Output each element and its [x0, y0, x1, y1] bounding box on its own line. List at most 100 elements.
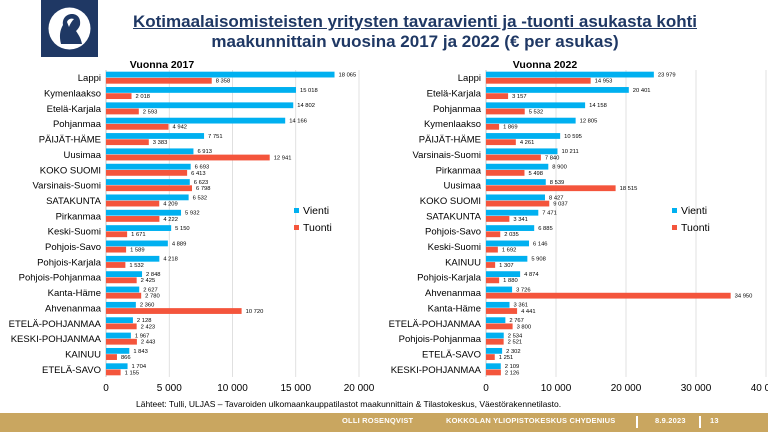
data-label-vienti: 12 805 [580, 119, 598, 125]
data-label-vienti: 6 623 [194, 180, 209, 186]
category-label: Ahvenanmaa [45, 303, 102, 314]
data-label-vienti: 4 218 [163, 257, 178, 263]
bar-vienti [106, 71, 335, 78]
bar-tuonti [486, 108, 525, 115]
data-label-tuonti: 34 950 [735, 294, 753, 300]
data-label-tuonti: 1 589 [130, 248, 145, 254]
bar-tuonti [106, 169, 188, 176]
bar-vienti [486, 225, 535, 231]
data-label-tuonti: 2 593 [143, 109, 158, 115]
bar-vienti [106, 271, 143, 278]
bar-tuonti [486, 369, 501, 376]
bar-vienti [486, 133, 561, 139]
data-label-tuonti: 1 251 [499, 355, 514, 361]
data-label-tuonti: 1 307 [499, 263, 514, 269]
data-label-vienti: 8 539 [550, 180, 565, 186]
x-tick-label: 40 000 [751, 383, 768, 394]
bar-tuonti [106, 308, 242, 314]
bar-tuonti [486, 123, 500, 130]
bar-tuonti [486, 139, 516, 146]
data-label-tuonti: 2 423 [141, 324, 156, 330]
category-label: KESKI-POHJANMAA [391, 365, 482, 376]
bar-vienti [486, 363, 501, 370]
data-label-vienti: 14 802 [297, 103, 315, 109]
bar-tuonti [486, 169, 525, 176]
data-label-vienti: 1 967 [135, 333, 150, 339]
category-label: Pirkanmaa [436, 165, 482, 176]
data-label-tuonti: 2 018 [136, 94, 151, 100]
category-label: Lappi [78, 73, 101, 84]
data-label-tuonti: 2 780 [145, 294, 160, 300]
category-label: KOKO SUOMI [420, 196, 481, 207]
data-label-vienti: 20 401 [633, 88, 651, 94]
bar-vienti [486, 87, 629, 93]
data-label-vienti: 3 361 [514, 303, 529, 309]
footer-separator [699, 416, 701, 428]
category-label: KOKO SUOMI [40, 165, 101, 176]
data-label-tuonti: 4 261 [520, 140, 535, 146]
category-label: Uusimaa [444, 181, 482, 192]
bar-vienti [486, 255, 528, 262]
bar-tuonti [106, 77, 212, 84]
bar-tuonti [486, 77, 591, 84]
bar-vienti [106, 301, 136, 308]
bar-vienti [486, 347, 503, 354]
bar-vienti [486, 102, 586, 109]
category-label: KESKI-POHJANMAA [11, 334, 102, 345]
data-label-tuonti: 1 155 [125, 370, 140, 376]
portrait-icon [48, 7, 91, 50]
legend-label: Tuonti [681, 222, 710, 234]
data-label-vienti: 6 532 [193, 195, 208, 201]
bar-vienti [486, 163, 549, 170]
bar-vienti [106, 102, 294, 109]
bar-tuonti [486, 185, 616, 192]
data-label-vienti: 6 913 [197, 149, 212, 155]
data-label-tuonti: 14 953 [595, 79, 613, 85]
legend-swatch [294, 208, 299, 213]
bar-vienti [106, 225, 172, 231]
category-label: Pirkanmaa [56, 211, 102, 222]
bar-vienti [106, 194, 189, 201]
bar-vienti [106, 87, 296, 93]
chart-title: Vuonna 2022 [513, 59, 578, 71]
data-label-vienti: 8 900 [552, 165, 567, 171]
data-label-vienti: 6 885 [538, 226, 553, 232]
title-line-1: Kotimaalaisomisteisten yritysten tavarav… [132, 12, 697, 31]
bar-vienti [106, 286, 140, 293]
category-label: KAINUU [445, 257, 481, 268]
bar-vienti [486, 271, 521, 278]
data-label-tuonti: 12 941 [274, 155, 292, 161]
chart-title: Vuonna 2017 [130, 59, 195, 71]
data-label-vienti: 2 109 [505, 364, 520, 370]
bar-tuonti [106, 154, 270, 161]
data-label-tuonti: 9 037 [553, 201, 568, 207]
category-label: Varsinais-Suomi [413, 150, 481, 161]
category-label: Pohjois-Karjala [37, 257, 102, 268]
x-tick-label: 0 [103, 383, 109, 394]
bar-tuonti [106, 93, 132, 100]
data-label-vienti: 14 166 [289, 119, 307, 125]
bar-tuonti [106, 323, 137, 330]
category-label: SATAKUNTA [426, 211, 482, 222]
x-tick-label: 0 [483, 383, 489, 394]
bar-vienti [106, 240, 168, 247]
bar-tuonti [486, 292, 731, 299]
bar-tuonti [106, 108, 139, 115]
bar-tuonti [106, 246, 127, 253]
bar-vienti [106, 317, 133, 324]
category-label: ETELÄ-SAVO [422, 349, 481, 360]
bar-vienti [106, 117, 286, 124]
data-label-tuonti: 2 443 [141, 340, 156, 346]
bar-tuonti [106, 185, 192, 192]
category-label: Ahvenanmaa [425, 288, 482, 299]
bar-vienti [486, 179, 546, 185]
bar-vienti [106, 148, 194, 155]
data-label-vienti: 7 751 [208, 134, 223, 140]
category-label: Pohjois-Savo [45, 242, 101, 253]
data-label-tuonti: 2 521 [508, 340, 523, 346]
data-label-vienti: 1 843 [133, 349, 148, 355]
data-label-tuonti: 5 532 [529, 109, 544, 115]
data-label-tuonti: 866 [121, 355, 131, 361]
data-label-vienti: 23 979 [658, 72, 676, 78]
data-label-tuonti: 3 341 [513, 217, 528, 223]
